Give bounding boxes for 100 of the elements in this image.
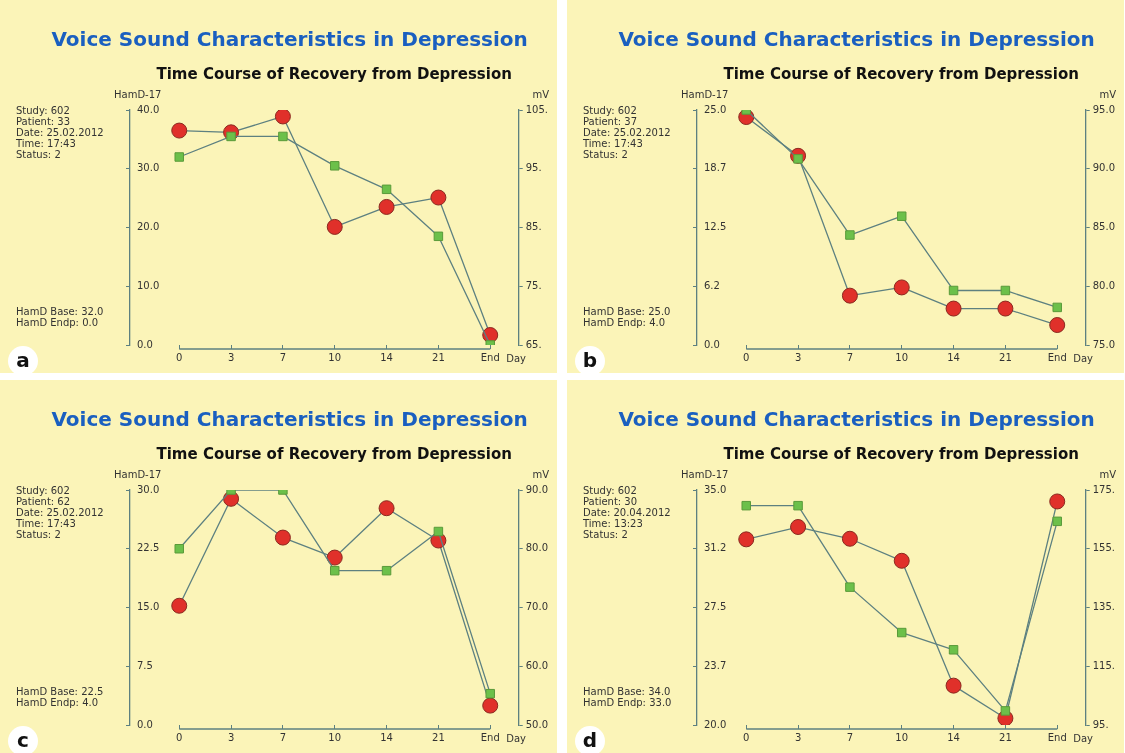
x-tick-label: 0 xyxy=(743,351,750,363)
text: Patient: 62 xyxy=(16,496,71,507)
point xyxy=(1052,516,1062,527)
x-tick-label: 21 xyxy=(999,731,1012,743)
text: Status: 2 xyxy=(583,149,628,160)
x-tick-label: End xyxy=(1047,351,1067,363)
y2-tick-label: 75.0 xyxy=(1092,338,1115,350)
x-tick-label: 14 xyxy=(947,731,960,743)
point xyxy=(1000,285,1011,296)
point xyxy=(793,500,803,511)
x-tick-label: 3 xyxy=(794,351,802,363)
y2-tick-label: 105. xyxy=(525,103,548,115)
point xyxy=(482,697,499,714)
y-tick-label: 40.0 xyxy=(137,103,160,115)
y2-tick-label: 65. xyxy=(525,338,542,350)
text: Study: 602 xyxy=(16,485,70,496)
point xyxy=(433,231,444,242)
text: Patient: 30 xyxy=(583,496,638,507)
y2-tick-label: 175. xyxy=(1092,483,1115,495)
text: c xyxy=(8,726,38,753)
y2-tick-label: 85.0 xyxy=(1092,221,1115,233)
chart-title: Voice Sound Characteristics in Depression xyxy=(51,27,528,51)
x-tick-label: End xyxy=(480,351,500,363)
point xyxy=(1000,706,1011,716)
text: Status: 2 xyxy=(16,529,61,540)
x-axis-title: Day xyxy=(506,733,527,744)
x-tick-label: 0 xyxy=(176,351,183,363)
y2-tick-label: 50.0 xyxy=(525,718,548,730)
text: Time: 13:23 xyxy=(582,518,643,529)
y2-axis-title: mV xyxy=(1099,469,1117,480)
text: Study: 602 xyxy=(583,105,637,116)
chart-title: Voice Sound Characteristics in Depression xyxy=(618,27,1095,51)
y2-tick-label: 95. xyxy=(1092,718,1109,730)
chart-title: Voice Sound Characteristics in Depression xyxy=(618,407,1095,431)
x-tick-label: 10 xyxy=(328,731,342,743)
x-tick-label: 7 xyxy=(279,351,287,363)
point xyxy=(433,526,444,537)
y2-tick-label: 155. xyxy=(1092,542,1115,554)
text: Patient: 37 xyxy=(583,116,638,127)
y-tick-label: 23.7 xyxy=(704,659,727,671)
point xyxy=(278,131,288,142)
x-tick-label: 14 xyxy=(380,731,393,743)
point xyxy=(174,152,184,162)
text: HamD Endp: 4.0 xyxy=(583,317,666,328)
x-tick-label: 10 xyxy=(895,731,909,743)
text: HamD Endp: 0.0 xyxy=(16,317,99,328)
x-tick-label: 10 xyxy=(328,351,342,363)
point xyxy=(485,688,495,699)
y-tick-label: 0.0 xyxy=(137,718,153,730)
y-tick-label: 15.0 xyxy=(137,601,160,613)
text: HamD Endp: 33.0 xyxy=(583,697,672,708)
point xyxy=(896,627,907,638)
point xyxy=(841,530,858,547)
y-tick-label: 0.0 xyxy=(704,338,720,350)
point xyxy=(430,189,447,206)
y2-tick-label: 60.0 xyxy=(525,659,548,671)
x-tick-label: 7 xyxy=(279,731,287,743)
y-tick-label: 27.5 xyxy=(704,601,727,613)
point xyxy=(274,110,291,125)
x-tick-label: 10 xyxy=(895,351,909,363)
point xyxy=(945,300,962,317)
y-tick-label: 31.2 xyxy=(704,542,727,554)
chart-subtitle: Time Course of Recovery from Depression xyxy=(156,445,512,463)
y-tick-label: 6.2 xyxy=(704,279,720,291)
point xyxy=(174,544,184,554)
point xyxy=(329,565,340,576)
point xyxy=(738,531,755,548)
text: Patient: 33 xyxy=(16,116,71,127)
x-tick-label: End xyxy=(480,731,500,743)
x-axis-title: Day xyxy=(1073,353,1094,364)
x-tick-label: 3 xyxy=(794,731,802,743)
point xyxy=(326,549,343,566)
text: Study: 602 xyxy=(583,485,637,496)
x-tick-label: End xyxy=(1047,731,1067,743)
y-tick-label: 12.5 xyxy=(704,221,727,233)
point xyxy=(845,582,855,592)
x-tick-label: 21 xyxy=(999,351,1012,363)
chart-subtitle: Time Course of Recovery from Depression xyxy=(723,445,1079,463)
y2-tick-label: 90.0 xyxy=(525,483,548,495)
chart-subtitle: Time Course of Recovery from Depression xyxy=(723,65,1079,83)
point xyxy=(741,500,751,511)
y-tick-label: 18.7 xyxy=(704,162,727,174)
text: Time: 17:43 xyxy=(582,138,643,149)
y-tick-label: 22.5 xyxy=(137,542,160,554)
x-tick-label: 3 xyxy=(227,731,235,743)
text: Status: 2 xyxy=(583,529,628,540)
text: HamD Base: 22.5 xyxy=(16,686,104,697)
point xyxy=(274,529,291,546)
y2-tick-label: 90.0 xyxy=(1092,162,1115,174)
point xyxy=(326,218,343,235)
text: Date: 25.02.2012 xyxy=(16,127,104,138)
point xyxy=(381,565,392,576)
x-tick-label: 14 xyxy=(947,351,960,363)
point xyxy=(997,300,1014,317)
point xyxy=(893,552,910,569)
point xyxy=(378,500,395,517)
point xyxy=(171,597,188,614)
point xyxy=(1052,302,1062,313)
point xyxy=(893,279,910,296)
text: Date: 20.04.2012 xyxy=(583,507,671,518)
